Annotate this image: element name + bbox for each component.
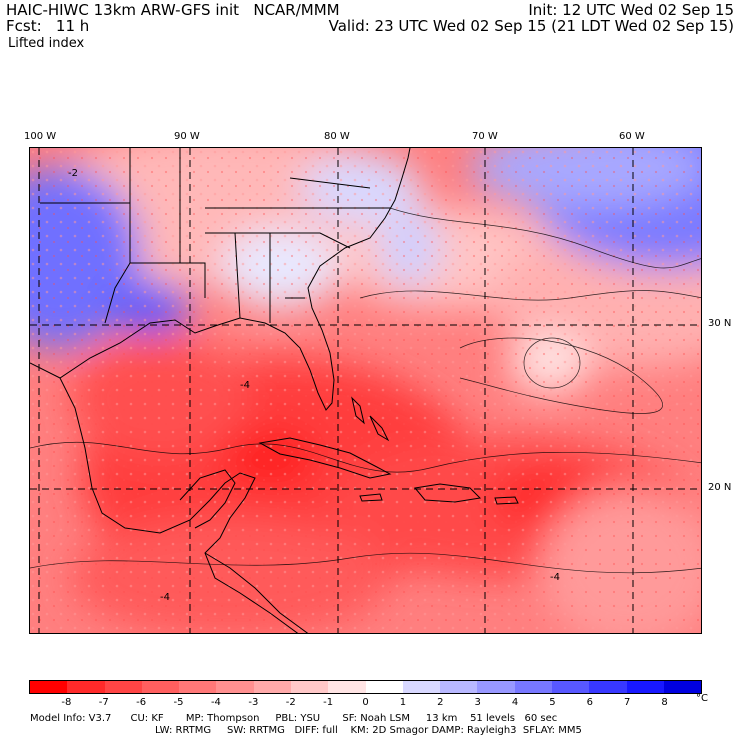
model-info-line2: LW: RRTMG SW: RRTMG DIFF: full KM: 2D Sm… xyxy=(155,725,582,736)
model-info-line1: Model Info: V3.7 CU: KF MP: Thompson PBL… xyxy=(30,713,558,724)
colorbar-unit: °C xyxy=(696,693,708,704)
colorbar-tick-label: -4 xyxy=(210,697,221,708)
colorbar-tick-label: 5 xyxy=(549,697,556,708)
colorbar-tick-label: 4 xyxy=(511,697,519,708)
colorbar-segment xyxy=(663,681,702,693)
colorbar-segment xyxy=(290,681,329,693)
colorbar-tick-label: 6 xyxy=(586,697,594,708)
colorbar-segment xyxy=(30,681,68,693)
colorbar-segment xyxy=(104,681,142,693)
colorbar-segment xyxy=(514,681,552,693)
colorbar-segment xyxy=(179,681,217,693)
lon-label-100w: 100 W xyxy=(24,131,57,142)
colorbar-segment xyxy=(365,681,403,693)
colorbar-tick-label: -8 xyxy=(61,697,72,708)
lat-label-20n: 20 N xyxy=(708,482,732,493)
field-name: Lifted index xyxy=(8,36,85,51)
colorbar-segment xyxy=(626,681,664,693)
header-title: HAIC-HIWC 13km ARW-GFS init NCAR/MMM xyxy=(6,1,340,19)
colorbar-segment xyxy=(551,681,590,693)
colorbar-tick-label: -6 xyxy=(136,697,147,708)
init-time: Init: 12 UTC Wed 02 Sep 15 xyxy=(528,1,734,19)
lon-label-90w: 90 W xyxy=(174,131,200,142)
svg-text:-4: -4 xyxy=(550,572,560,583)
colorbar-segment xyxy=(141,681,180,693)
svg-text:-2: -2 xyxy=(68,168,78,179)
lon-label-70w: 70 W xyxy=(472,131,498,142)
lifted-index-map: -2 -4 -4 -4 xyxy=(29,147,702,634)
lon-label-80w: 80 W xyxy=(324,131,350,142)
forecast-hour: Fcst: 11 h xyxy=(6,17,90,35)
colorbar xyxy=(29,680,702,694)
colorbar-tick-label: 0 xyxy=(362,697,369,708)
lon-label-60w: 60 W xyxy=(619,131,645,142)
colorbar-segment xyxy=(67,681,105,693)
colorbar-tick-label: 1 xyxy=(399,697,407,708)
colorbar-tick-label: -2 xyxy=(285,697,296,708)
lat-label-30n: 30 N xyxy=(708,318,732,329)
colorbar-tick-label: 7 xyxy=(624,697,631,708)
colorbar-tick-label: -1 xyxy=(323,697,334,708)
colorbar-segment xyxy=(216,681,254,693)
colorbar-tick-label: 2 xyxy=(437,697,444,708)
colorbar-tick-label: -5 xyxy=(173,697,184,708)
colorbar-segment xyxy=(477,681,515,693)
colorbar-tick-label: 8 xyxy=(661,697,668,708)
svg-text:-4: -4 xyxy=(160,592,170,603)
colorbar-segment xyxy=(402,681,441,693)
colorbar-segment xyxy=(440,681,478,693)
valid-time: Valid: 23 UTC Wed 02 Sep 15 (21 LDT Wed … xyxy=(328,17,734,35)
colorbar-segment xyxy=(253,681,291,693)
colorbar-segment xyxy=(589,681,627,693)
colorbar-tick-label: -7 xyxy=(98,697,109,708)
colorbar-tick-label: -3 xyxy=(248,697,259,708)
colorbar-segment xyxy=(328,681,366,693)
colorbar-tick-label: 3 xyxy=(474,697,481,708)
svg-text:-4: -4 xyxy=(240,380,250,391)
